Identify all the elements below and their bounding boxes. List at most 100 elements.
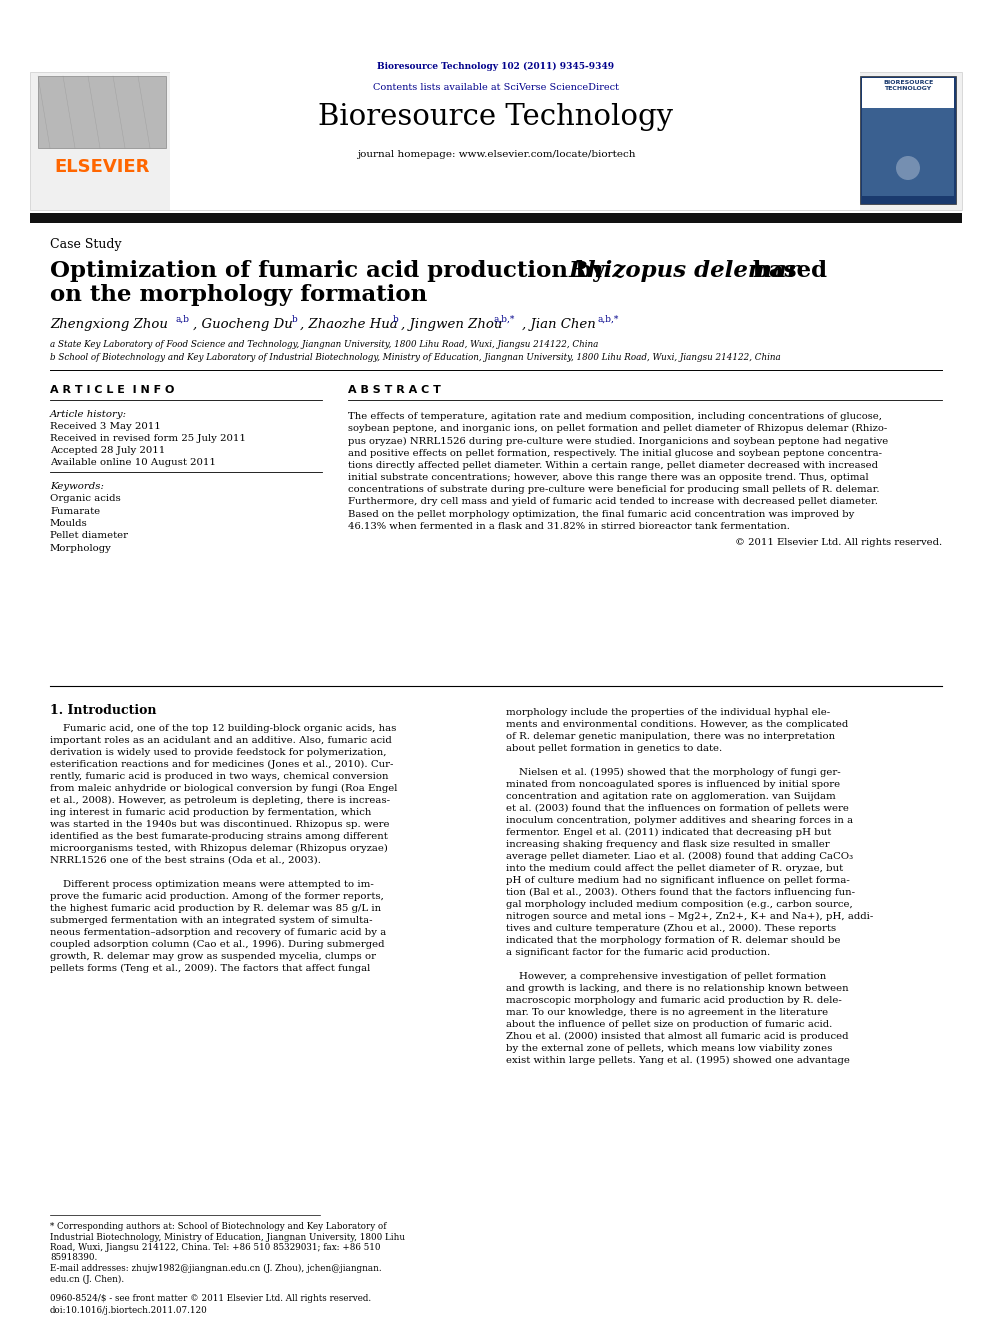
Text: about pellet formation in genetics to date.: about pellet formation in genetics to da… (506, 744, 722, 753)
Text: pellets forms (Teng et al., 2009). The factors that affect fungal: pellets forms (Teng et al., 2009). The f… (50, 964, 370, 974)
Text: mar. To our knowledge, there is no agreement in the literature: mar. To our knowledge, there is no agree… (506, 1008, 828, 1017)
Text: et al. (2003) found that the influences on formation of pellets were: et al. (2003) found that the influences … (506, 804, 849, 814)
Text: increasing shaking frequency and flask size resulted in smaller: increasing shaking frequency and flask s… (506, 840, 829, 849)
Text: Received 3 May 2011: Received 3 May 2011 (50, 422, 161, 431)
Bar (30, 213, 962, 224)
Text: coupled adsorption column (Cao et al., 1996). During submerged: coupled adsorption column (Cao et al., 1… (50, 941, 385, 949)
Text: macroscopic morphology and fumaric acid production by R. dele-: macroscopic morphology and fumaric acid … (506, 996, 842, 1005)
Text: BIORESOURCE
TECHNOLOGY: BIORESOURCE TECHNOLOGY (883, 79, 933, 91)
Text: Road, Wuxi, Jiangsu 214122, China. Tel: +86 510 85329031; fax: +86 510: Road, Wuxi, Jiangsu 214122, China. Tel: … (50, 1244, 381, 1252)
Text: , Guocheng Du: , Guocheng Du (193, 318, 293, 331)
Text: Pellet diameter: Pellet diameter (50, 532, 128, 541)
Text: A R T I C L E  I N F O: A R T I C L E I N F O (50, 385, 175, 396)
Text: Case Study: Case Study (50, 238, 122, 251)
Text: gal morphology included medium composition (e.g., carbon source,: gal morphology included medium compositi… (506, 900, 853, 909)
Text: soybean peptone, and inorganic ions, on pellet formation and pellet diameter of : soybean peptone, and inorganic ions, on … (348, 425, 887, 434)
Text: ing interest in fumaric acid production by fermentation, which: ing interest in fumaric acid production … (50, 808, 371, 818)
Text: by the external zone of pellets, which means low viability zones: by the external zone of pellets, which m… (506, 1044, 832, 1053)
Text: initial substrate concentrations; however, above this range there was an opposit: initial substrate concentrations; howeve… (348, 474, 869, 482)
Text: neous fermentation–adsorption and recovery of fumaric acid by a: neous fermentation–adsorption and recove… (50, 927, 386, 937)
Text: minated from noncoagulated spores is influenced by initial spore: minated from noncoagulated spores is inf… (506, 781, 840, 789)
Text: fermentor. Engel et al. (2011) indicated that decreasing pH but: fermentor. Engel et al. (2011) indicated… (506, 828, 831, 837)
Text: However, a comprehensive investigation of pellet formation: However, a comprehensive investigation o… (506, 972, 826, 980)
Text: exist within large pellets. Yang et al. (1995) showed one advantage: exist within large pellets. Yang et al. … (506, 1056, 850, 1065)
Text: Bioresource Technology 102 (2011) 9345-9349: Bioresource Technology 102 (2011) 9345-9… (377, 62, 615, 71)
Text: 1. Introduction: 1. Introduction (50, 704, 157, 717)
Text: Organic acids: Organic acids (50, 493, 121, 503)
Text: * Corresponding authors at: School of Biotechnology and Key Laboratory of: * Corresponding authors at: School of Bi… (50, 1222, 387, 1230)
Text: , Jingwen Zhou: , Jingwen Zhou (401, 318, 502, 331)
Text: and positive effects on pellet formation, respectively. The initial glucose and : and positive effects on pellet formation… (348, 448, 882, 458)
Text: tions directly affected pellet diameter. Within a certain range, pellet diameter: tions directly affected pellet diameter.… (348, 460, 878, 470)
Text: tives and culture temperature (Zhou et al., 2000). These reports: tives and culture temperature (Zhou et a… (506, 923, 836, 933)
Bar (862, 108, 954, 196)
Text: journal homepage: www.elsevier.com/locate/biortech: journal homepage: www.elsevier.com/locat… (357, 149, 635, 159)
Text: Industrial Biotechnology, Ministry of Education, Jiangnan University, 1800 Lihu: Industrial Biotechnology, Ministry of Ed… (50, 1233, 405, 1241)
Text: 46.13% when fermented in a flask and 31.82% in stirred bioreactor tank fermentat: 46.13% when fermented in a flask and 31.… (348, 521, 790, 531)
Text: Based on the pellet morphology optimization, the final fumaric acid concentratio: Based on the pellet morphology optimizat… (348, 509, 854, 519)
Text: , Zhaozhe Hua: , Zhaozhe Hua (300, 318, 398, 331)
Text: microorganisms tested, with Rhizopus delemar (Rhizopus oryzae): microorganisms tested, with Rhizopus del… (50, 844, 388, 853)
Text: rently, fumaric acid is produced in two ways, chemical conversion: rently, fumaric acid is produced in two … (50, 773, 389, 781)
Circle shape (896, 156, 920, 180)
Text: derivation is widely used to provide feedstock for polymerization,: derivation is widely used to provide fee… (50, 747, 387, 757)
Text: Available online 10 August 2011: Available online 10 August 2011 (50, 458, 216, 467)
Text: into the medium could affect the pellet diameter of R. oryzae, but: into the medium could affect the pellet … (506, 864, 843, 873)
Text: Keywords:: Keywords: (50, 482, 104, 491)
Text: Optimization of fumaric acid production by: Optimization of fumaric acid production … (50, 261, 613, 282)
Text: Zhengxiong Zhou: Zhengxiong Zhou (50, 318, 168, 331)
Text: and growth is lacking, and there is no relationship known between: and growth is lacking, and there is no r… (506, 984, 848, 994)
Text: a,b,*: a,b,* (597, 315, 618, 324)
Text: growth, R. delemar may grow as suspended mycelia, clumps or: growth, R. delemar may grow as suspended… (50, 953, 376, 960)
Text: b: b (393, 315, 399, 324)
Text: Bioresource Technology: Bioresource Technology (318, 103, 674, 131)
Text: on the morphology formation: on the morphology formation (50, 284, 428, 306)
Bar (38, 75, 166, 148)
Text: indicated that the morphology formation of R. delemar should be: indicated that the morphology formation … (506, 935, 840, 945)
Text: Morphology: Morphology (50, 544, 112, 553)
Text: inoculum concentration, polymer additives and shearing forces in a: inoculum concentration, polymer additive… (506, 816, 853, 826)
Text: The effects of temperature, agitation rate and medium composition, including con: The effects of temperature, agitation ra… (348, 411, 882, 421)
Text: b School of Biotechnology and Key Laboratory of Industrial Biotechnology, Minist: b School of Biotechnology and Key Labora… (50, 353, 781, 363)
Text: tion (Bal et al., 2003). Others found that the factors influencing fun-: tion (Bal et al., 2003). Others found th… (506, 888, 855, 897)
Bar (170, 71, 860, 210)
Text: Rhizopus delemar: Rhizopus delemar (569, 261, 800, 282)
Text: © 2011 Elsevier Ltd. All rights reserved.: © 2011 Elsevier Ltd. All rights reserved… (735, 538, 942, 546)
Text: identified as the best fumarate-producing strains among different: identified as the best fumarate-producin… (50, 832, 388, 841)
Text: about the influence of pellet size on production of fumaric acid.: about the influence of pellet size on pr… (506, 1020, 832, 1029)
Text: 85918390.: 85918390. (50, 1253, 97, 1262)
Text: was started in the 1940s but was discontinued. Rhizopus sp. were: was started in the 1940s but was discont… (50, 820, 390, 830)
Text: morphology include the properties of the individual hyphal ele-: morphology include the properties of the… (506, 708, 830, 717)
Bar (30, 71, 962, 210)
Text: nitrogen source and metal ions – Mg2+, Zn2+, K+ and Na+), pH, addi-: nitrogen source and metal ions – Mg2+, Z… (506, 912, 873, 921)
Text: Nielsen et al. (1995) showed that the morphology of fungi ger-: Nielsen et al. (1995) showed that the mo… (506, 767, 840, 777)
Bar (860, 75, 956, 204)
Text: based: based (745, 261, 827, 282)
Text: , Jian Chen: , Jian Chen (522, 318, 596, 331)
Text: average pellet diameter. Liao et al. (2008) found that adding CaCO₃: average pellet diameter. Liao et al. (20… (506, 852, 853, 861)
Text: important roles as an acidulant and an additive. Also, fumaric acid: important roles as an acidulant and an a… (50, 736, 392, 745)
Text: a significant factor for the fumaric acid production.: a significant factor for the fumaric aci… (506, 949, 770, 957)
Text: a State Key Laboratory of Food Science and Technology, Jiangnan University, 1800: a State Key Laboratory of Food Science a… (50, 340, 598, 349)
Text: a,b,*: a,b,* (494, 315, 516, 324)
Text: ments and environmental conditions. However, as the complicated: ments and environmental conditions. Howe… (506, 720, 848, 729)
Text: Furthermore, dry cell mass and yield of fumaric acid tended to increase with dec: Furthermore, dry cell mass and yield of … (348, 497, 878, 507)
Text: Zhou et al. (2000) insisted that almost all fumaric acid is produced: Zhou et al. (2000) insisted that almost … (506, 1032, 848, 1041)
Text: doi:10.1016/j.biortech.2011.07.120: doi:10.1016/j.biortech.2011.07.120 (50, 1306, 207, 1315)
Text: Contents lists available at SciVerse ScienceDirect: Contents lists available at SciVerse Sci… (373, 83, 619, 93)
Text: ELSEVIER: ELSEVIER (55, 157, 150, 176)
Text: pH of culture medium had no significant influence on pellet forma-: pH of culture medium had no significant … (506, 876, 850, 885)
Text: Accepted 28 July 2011: Accepted 28 July 2011 (50, 446, 166, 455)
Text: concentration and agitation rate on agglomeration. van Suijdam: concentration and agitation rate on aggl… (506, 792, 835, 800)
Text: the highest fumaric acid production by R. delemar was 85 g/L in: the highest fumaric acid production by R… (50, 904, 381, 913)
Text: submerged fermentation with an integrated system of simulta-: submerged fermentation with an integrate… (50, 916, 373, 925)
Text: Fumaric acid, one of the top 12 building-block organic acids, has: Fumaric acid, one of the top 12 building… (50, 724, 397, 733)
Text: Received in revised form 25 July 2011: Received in revised form 25 July 2011 (50, 434, 246, 443)
Text: from maleic anhydride or biological conversion by fungi (Roa Engel: from maleic anhydride or biological conv… (50, 785, 398, 792)
Text: esterification reactions and for medicines (Jones et al., 2010). Cur-: esterification reactions and for medicin… (50, 759, 394, 769)
Text: A B S T R A C T: A B S T R A C T (348, 385, 440, 396)
Text: Fumarate: Fumarate (50, 507, 100, 516)
Text: NRRL1526 one of the best strains (Oda et al., 2003).: NRRL1526 one of the best strains (Oda et… (50, 856, 321, 865)
Text: 0960-8524/$ - see front matter © 2011 Elsevier Ltd. All rights reserved.: 0960-8524/$ - see front matter © 2011 El… (50, 1294, 371, 1303)
Text: pus oryzae) NRRL1526 during pre-culture were studied. Inorganicions and soybean : pus oryzae) NRRL1526 during pre-culture … (348, 437, 888, 446)
